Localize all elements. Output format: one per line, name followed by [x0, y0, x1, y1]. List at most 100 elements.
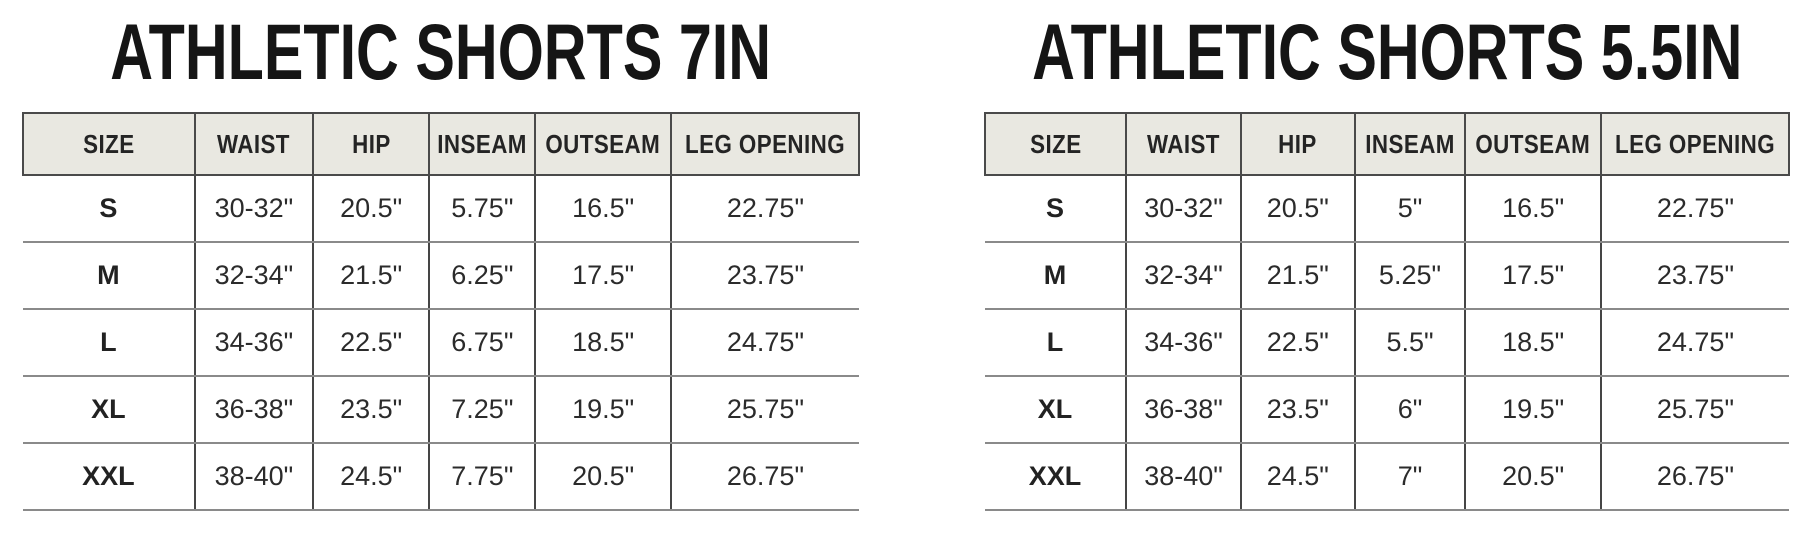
cell-size: L: [23, 309, 195, 377]
table-row-s: S 30-32" 20.5" 5.75" 16.5" 22.75": [23, 175, 859, 243]
cell-hip: 22.5": [1240, 309, 1355, 377]
column-header-waist: WAIST: [193, 112, 315, 176]
column-header-inseam: INSEAM: [428, 112, 537, 176]
cell-leg-opening: 23.75": [1599, 242, 1789, 310]
column-header-label: WAIST: [1147, 128, 1221, 159]
cell-leg-opening: 26.75": [669, 443, 859, 511]
column-header-waist: WAIST: [1125, 112, 1243, 176]
cell-outseam: 16.5": [1464, 175, 1601, 243]
cell-leg-opening: 23.75": [669, 242, 859, 310]
column-header-label: LEG OPENING: [684, 128, 845, 159]
cell-inseam: 6.25": [428, 242, 536, 310]
header-row: SIZE WAIST HIP INSEAM OUTSEAM LEG OPENIN…: [22, 112, 861, 176]
cell-outseam: 18.5": [1464, 309, 1601, 377]
cell-inseam: 6.75": [428, 309, 536, 377]
table-row-xxl: XXL 38-40" 24.5" 7" 20.5" 26.75": [985, 443, 1789, 511]
cell-outseam: 20.5": [1464, 443, 1601, 511]
column-header-label: HIP: [1278, 128, 1318, 159]
column-header-label: HIP: [351, 128, 391, 159]
table-row-m: M 32-34" 21.5" 6.25" 17.5" 23.75": [23, 242, 859, 310]
cell-outseam: 17.5": [534, 242, 671, 310]
cell-hip: 22.5": [312, 309, 430, 377]
cell-leg-opening: 22.75": [669, 175, 859, 243]
column-header-label: LEG OPENING: [1614, 128, 1775, 159]
column-header-outseam: OUTSEAM: [534, 112, 672, 176]
cell-hip: 24.5": [1240, 443, 1355, 511]
cell-leg-opening: 24.75": [1599, 309, 1789, 377]
cell-outseam: 19.5": [1464, 376, 1601, 444]
chart-title-text: ATHLETIC SHORTS 5.5IN: [1031, 7, 1743, 97]
column-header-label: INSEAM: [1365, 128, 1455, 159]
cell-inseam: 7": [1353, 443, 1466, 511]
cell-hip: 20.5": [312, 175, 430, 243]
cell-outseam: 16.5": [534, 175, 671, 243]
chart-title-text: ATHLETIC SHORTS 7IN: [110, 7, 772, 97]
cell-waist: 34-36": [1125, 309, 1242, 377]
cell-waist: 34-36": [193, 309, 314, 377]
column-header-hip: HIP: [1240, 112, 1356, 176]
cell-inseam: 5.75": [428, 175, 536, 243]
column-header-leg-opening: LEG OPENING: [1599, 112, 1791, 176]
cell-leg-opening: 25.75": [1599, 376, 1789, 444]
column-header-label: SIZE: [1029, 128, 1082, 159]
column-header-inseam: INSEAM: [1353, 112, 1467, 176]
cell-inseam: 6": [1353, 376, 1466, 444]
cell-size: M: [23, 242, 195, 310]
table-row-xl: XL 36-38" 23.5" 7.25" 19.5" 25.75": [23, 376, 859, 444]
cell-leg-opening: 25.75": [669, 376, 859, 444]
column-header-size: SIZE: [983, 112, 1128, 176]
column-header-label: OUTSEAM: [1475, 128, 1591, 159]
table-row-l: L 34-36" 22.5" 6.75" 18.5" 24.75": [23, 309, 859, 377]
cell-size: XXL: [985, 443, 1127, 511]
cell-waist: 30-32": [193, 175, 314, 243]
cell-inseam: 7.25": [428, 376, 536, 444]
table-row-s: S 30-32" 20.5" 5" 16.5" 22.75": [985, 175, 1789, 243]
cell-waist: 36-38": [193, 376, 314, 444]
cell-outseam: 19.5": [534, 376, 671, 444]
table-row-xl: XL 36-38" 23.5" 6" 19.5" 25.75": [985, 376, 1789, 444]
cell-outseam: 17.5": [1464, 242, 1601, 310]
column-header-label: INSEAM: [437, 128, 528, 159]
cell-inseam: 5.25": [1353, 242, 1466, 310]
column-header-outseam: OUTSEAM: [1464, 112, 1602, 176]
cell-size: L: [985, 309, 1127, 377]
cell-hip: 24.5": [312, 443, 430, 511]
table-row-l: L 34-36" 22.5" 5.5" 18.5" 24.75": [985, 309, 1789, 377]
cell-leg-opening: 22.75": [1599, 175, 1789, 243]
cell-waist: 32-34": [1125, 242, 1242, 310]
cell-size: XXL: [23, 443, 195, 511]
cell-waist: 30-32": [1125, 175, 1242, 243]
cell-inseam: 5": [1353, 175, 1466, 243]
table-row-xxl: XXL 38-40" 24.5" 7.75" 20.5" 26.75": [23, 443, 859, 511]
column-header-label: OUTSEAM: [545, 128, 661, 159]
cell-hip: 20.5": [1240, 175, 1355, 243]
cell-leg-opening: 26.75": [1599, 443, 1789, 511]
cell-size: M: [985, 242, 1127, 310]
cell-inseam: 7.75": [428, 443, 536, 511]
cell-waist: 38-40": [1125, 443, 1242, 511]
column-header-label: SIZE: [83, 128, 135, 159]
column-header-label: WAIST: [217, 128, 291, 159]
column-header-size: SIZE: [22, 112, 196, 176]
column-header-leg-opening: LEG OPENING: [669, 112, 861, 176]
table-row-m: M 32-34" 21.5" 5.25" 17.5" 23.75": [985, 242, 1789, 310]
column-header-hip: HIP: [312, 112, 431, 176]
cell-leg-opening: 24.75": [669, 309, 859, 377]
cell-size: XL: [23, 376, 195, 444]
cell-hip: 21.5": [312, 242, 430, 310]
cell-outseam: 20.5": [534, 443, 671, 511]
chart-title-7in: ATHLETIC SHORTS 7IN: [22, 0, 860, 104]
cell-hip: 23.5": [1240, 376, 1355, 444]
chart-title-5-5in: ATHLETIC SHORTS 5.5IN: [984, 0, 1790, 104]
cell-waist: 36-38": [1125, 376, 1242, 444]
header-row: SIZE WAIST HIP INSEAM OUTSEAM LEG OPENIN…: [983, 112, 1791, 176]
cell-size: S: [23, 175, 195, 243]
size-table-7in: SIZE WAIST HIP INSEAM OUTSEAM LEG OPENIN…: [22, 112, 861, 511]
cell-size: XL: [985, 376, 1127, 444]
cell-outseam: 18.5": [534, 309, 671, 377]
cell-size: S: [985, 175, 1127, 243]
cell-waist: 32-34": [193, 242, 314, 310]
size-table-5-5in: SIZE WAIST HIP INSEAM OUTSEAM LEG OPENIN…: [983, 112, 1791, 511]
cell-hip: 21.5": [1240, 242, 1355, 310]
